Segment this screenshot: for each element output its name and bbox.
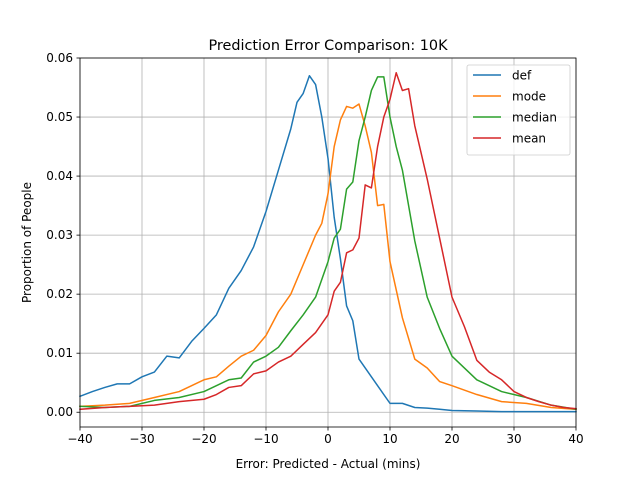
y-tick-label: 0.06	[46, 51, 73, 65]
chart-title: Prediction Error Comparison: 10K	[208, 38, 448, 54]
x-tick-label: −30	[129, 432, 154, 446]
x-tick-label: 10	[382, 432, 397, 446]
y-tick-label: 0.02	[46, 287, 73, 301]
legend-label-median: median	[512, 111, 557, 125]
x-tick-label: −20	[191, 432, 216, 446]
y-tick-label: 0.04	[46, 169, 73, 183]
series-line-mean	[79, 72, 577, 411]
legend: def mode median mean	[466, 64, 571, 156]
x-tick-label: −10	[253, 432, 278, 446]
legend-label-def: def	[512, 69, 532, 83]
legend-label-mode: mode	[512, 90, 546, 104]
y-tick-label: 0.05	[46, 110, 73, 124]
x-axis-label: Error: Predicted - Actual (mins)	[236, 457, 421, 471]
y-tick-label: 0.01	[46, 346, 73, 360]
y-axis-label: Proportion of People	[20, 182, 34, 303]
series-line-median	[79, 76, 577, 411]
y-tick-label: 0.00	[46, 405, 73, 419]
y-tick-label: 0.03	[46, 228, 73, 242]
x-tick-label: −40	[67, 432, 92, 446]
series-line-def	[79, 74, 577, 413]
x-tick-label: 20	[444, 432, 459, 446]
series-layer	[79, 72, 577, 413]
x-tick-label: 0	[324, 432, 332, 446]
x-tick-label: 40	[568, 432, 583, 446]
series-line-mode	[79, 103, 577, 411]
ticks-layer: −40 −30 −20 −10 0 10 20 30 40 0.00 0.01 0.02 0.03 0.0…	[46, 51, 583, 446]
x-tick-label: 30	[506, 432, 521, 446]
legend-label-mean: mean	[512, 132, 546, 146]
legend-box	[466, 64, 571, 156]
